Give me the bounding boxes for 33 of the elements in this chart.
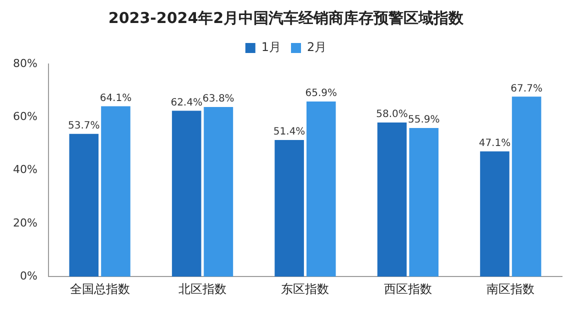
bar	[274, 140, 304, 277]
bar	[172, 110, 202, 277]
data-label: 58.0%	[376, 109, 408, 120]
x-tick-label: 南区指数	[486, 282, 535, 296]
data-label: 62.4%	[170, 97, 202, 108]
chart-title: 2023-2024年2月中国汽车经销商库存预警区域指数	[108, 8, 465, 27]
bar	[101, 106, 130, 277]
y-tick-label: 40%	[12, 163, 38, 176]
data-label: 67.7%	[510, 83, 542, 94]
data-label: 47.1%	[478, 138, 511, 150]
data-label: 51.4%	[273, 126, 306, 138]
y-tick-label: 60%	[12, 110, 38, 124]
y-tick-label: 0%	[20, 269, 38, 282]
data-label: 53.7%	[68, 120, 100, 132]
data-label: 63.8%	[202, 94, 234, 105]
data-label: 64.1%	[100, 92, 132, 104]
x-tick-label: 全国总指数	[70, 282, 130, 296]
bar	[306, 101, 336, 277]
legend-label: 1月	[261, 40, 282, 54]
bar	[480, 151, 510, 277]
y-tick-label: 80%	[12, 56, 38, 70]
bar	[69, 134, 99, 277]
data-label: 55.9%	[408, 114, 440, 126]
bar	[512, 96, 542, 277]
x-tick-label: 西区指数	[384, 282, 432, 296]
bar	[204, 107, 234, 277]
x-tick-label: 东区指数	[281, 282, 330, 296]
bar	[377, 122, 407, 277]
legend-label: 2月	[307, 40, 327, 54]
y-tick-label: 20%	[12, 216, 38, 230]
bar	[409, 128, 438, 277]
x-tick-label: 北区指数	[178, 282, 227, 296]
data-label: 65.9%	[305, 88, 338, 100]
